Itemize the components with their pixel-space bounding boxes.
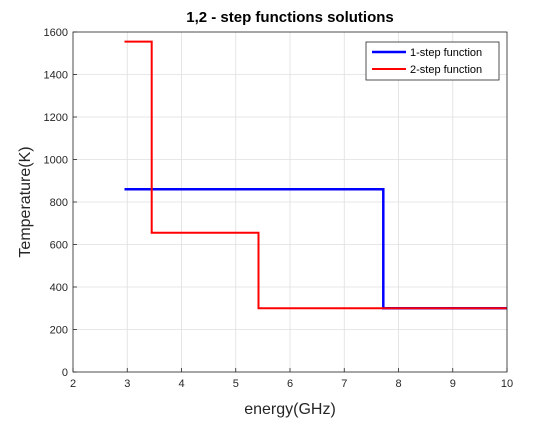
series-line-2-step-function: [124, 40, 507, 310]
x-tick-label: 9: [450, 378, 456, 390]
y-axis-label: Temperature(K): [17, 146, 34, 257]
y-tick-label: 600: [50, 240, 68, 252]
x-tick-label: 4: [178, 378, 184, 390]
x-tick-label: 5: [233, 378, 239, 390]
series-layer: [124, 40, 507, 310]
legend-label-2-step-function: 2-step function: [410, 64, 482, 76]
x-axis-ticks: 2 3 4 5 6 7 8 9 10: [70, 368, 513, 390]
y-tick-label: 800: [50, 197, 68, 209]
y-tick-label: 0: [62, 367, 68, 379]
legend: 1-step function 2-step function: [365, 41, 500, 81]
y-tick-label: 1400: [44, 70, 68, 82]
x-axis-label: energy(GHz): [244, 401, 336, 418]
y-tick-label: 1600: [44, 27, 68, 39]
x-tick-label: 8: [395, 378, 401, 390]
x-tick-label: 10: [501, 378, 513, 390]
y-tick-label: 1200: [44, 112, 68, 124]
legend-label-1-step-function: 1-step function: [410, 47, 482, 59]
x-tick-label: 3: [124, 378, 130, 390]
y-tick-label: 1000: [44, 155, 68, 167]
x-tick-label: 7: [341, 378, 347, 390]
chart-title: 1,2 - step functions solutions: [186, 9, 394, 26]
y-tick-label: 400: [50, 282, 68, 294]
x-tick-label: 6: [287, 378, 293, 390]
x-tick-label: 2: [70, 378, 76, 390]
y-tick-label: 200: [50, 325, 68, 337]
y-axis-ticks: 0 200 400 600 800 1000 1200 1400 1600: [44, 27, 77, 379]
legend-box: [365, 41, 500, 81]
